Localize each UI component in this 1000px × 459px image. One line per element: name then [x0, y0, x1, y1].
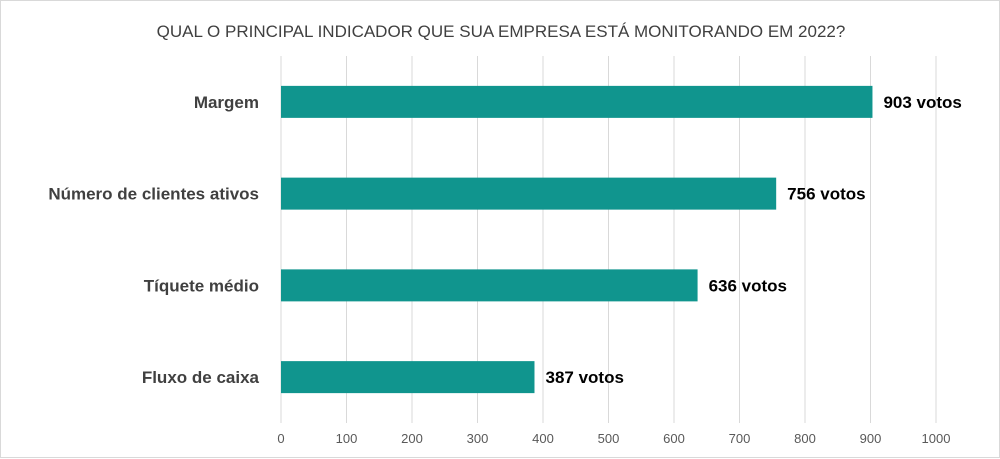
data-labels: 903 votos 756 votos 636 votos 387 votos: [545, 93, 961, 387]
category-label: Margem: [194, 93, 259, 112]
bar: [281, 269, 698, 302]
data-label: 903 votos: [883, 93, 961, 112]
chart-title: QUAL O PRINCIPAL INDICADOR QUE SUA EMPRE…: [157, 22, 846, 41]
bar: [281, 361, 535, 394]
data-label: 636 votos: [709, 276, 787, 295]
x-tick-label: 900: [860, 431, 882, 446]
bar: [281, 177, 777, 210]
x-tick-label: 600: [663, 431, 685, 446]
x-tick-label: 300: [467, 431, 489, 446]
x-axis-ticks: 0 100 200 300 400 500 600 700 800 900 1000: [277, 431, 950, 446]
data-label: 387 votos: [545, 368, 623, 387]
x-tick-label: 800: [794, 431, 816, 446]
x-tick-label: 100: [336, 431, 358, 446]
category-label: Fluxo de caixa: [142, 368, 260, 387]
x-tick-label: 0: [277, 431, 284, 446]
category-label: Número de clientes ativos: [48, 185, 259, 204]
data-label: 756 votos: [787, 185, 865, 204]
category-label: Tíquete médio: [144, 276, 259, 295]
x-tick-label: 1000: [922, 431, 951, 446]
x-tick-label: 400: [532, 431, 554, 446]
bar: [281, 85, 873, 118]
x-tick-label: 500: [598, 431, 620, 446]
bars: [281, 85, 873, 394]
x-tick-label: 200: [401, 431, 423, 446]
x-tick-label: 700: [729, 431, 751, 446]
category-labels: Margem Número de clientes ativos Tíquete m…: [48, 93, 259, 387]
